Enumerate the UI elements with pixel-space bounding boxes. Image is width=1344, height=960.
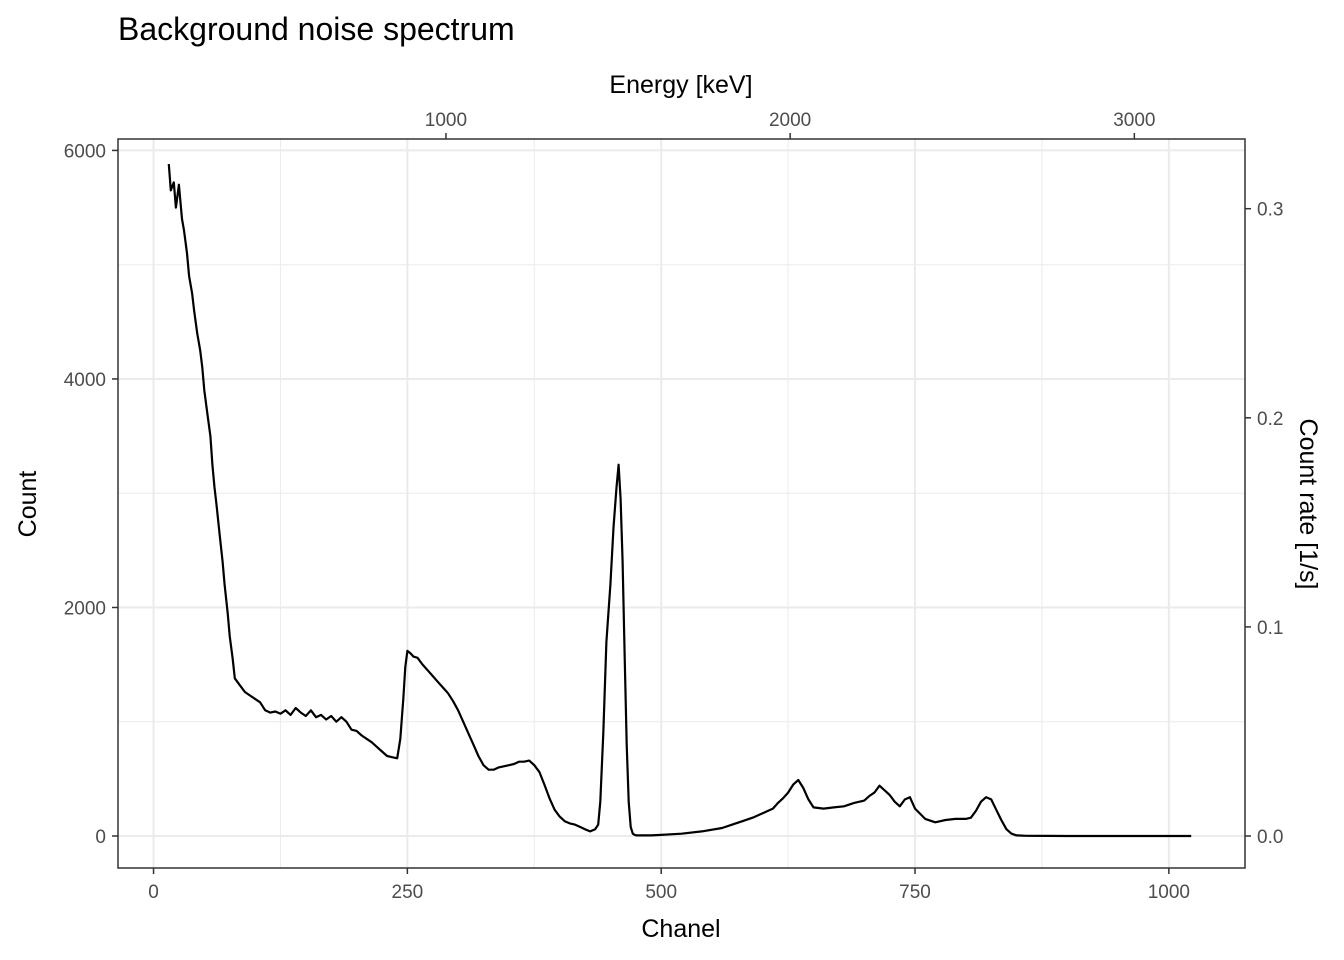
x-axis-title: Chanel (641, 915, 720, 943)
chart-title: Background noise spectrum (118, 11, 515, 47)
right-axis-title: Count rate [1/s] (1294, 419, 1322, 590)
right-tick-label: 0.2 (1257, 409, 1283, 430)
grid (118, 139, 1245, 868)
x-tick-label: 1000 (1148, 882, 1190, 903)
right-tick-label: 0.0 (1257, 827, 1283, 848)
top-tick-label: 2000 (769, 110, 811, 131)
x-tick-label: 500 (645, 882, 677, 903)
top-tick-label: 1000 (425, 110, 467, 131)
axes: 0 250 500 750 1000 0 2000 4000 6000 1000 2000 3000 0… (64, 110, 1284, 903)
x-tick-label: 250 (392, 882, 424, 903)
x-tick-label: 0 (148, 882, 159, 903)
y-axis-title: Count (14, 471, 42, 538)
plot-panel-border (117, 138, 1246, 869)
right-tick-label: 0.3 (1257, 200, 1283, 221)
x-tick-label: 750 (899, 882, 931, 903)
y-tick-label: 0 (95, 827, 106, 848)
series (167, 164, 1192, 838)
y-tick-label: 2000 (64, 598, 106, 619)
spectrum-line (167, 164, 1192, 838)
y-tick-label: 4000 (64, 370, 106, 391)
top-axis-title: Energy [keV] (609, 71, 752, 99)
right-tick-label: 0.1 (1257, 618, 1283, 639)
top-tick-label: 3000 (1113, 110, 1155, 131)
y-tick-label: 6000 (64, 141, 106, 162)
